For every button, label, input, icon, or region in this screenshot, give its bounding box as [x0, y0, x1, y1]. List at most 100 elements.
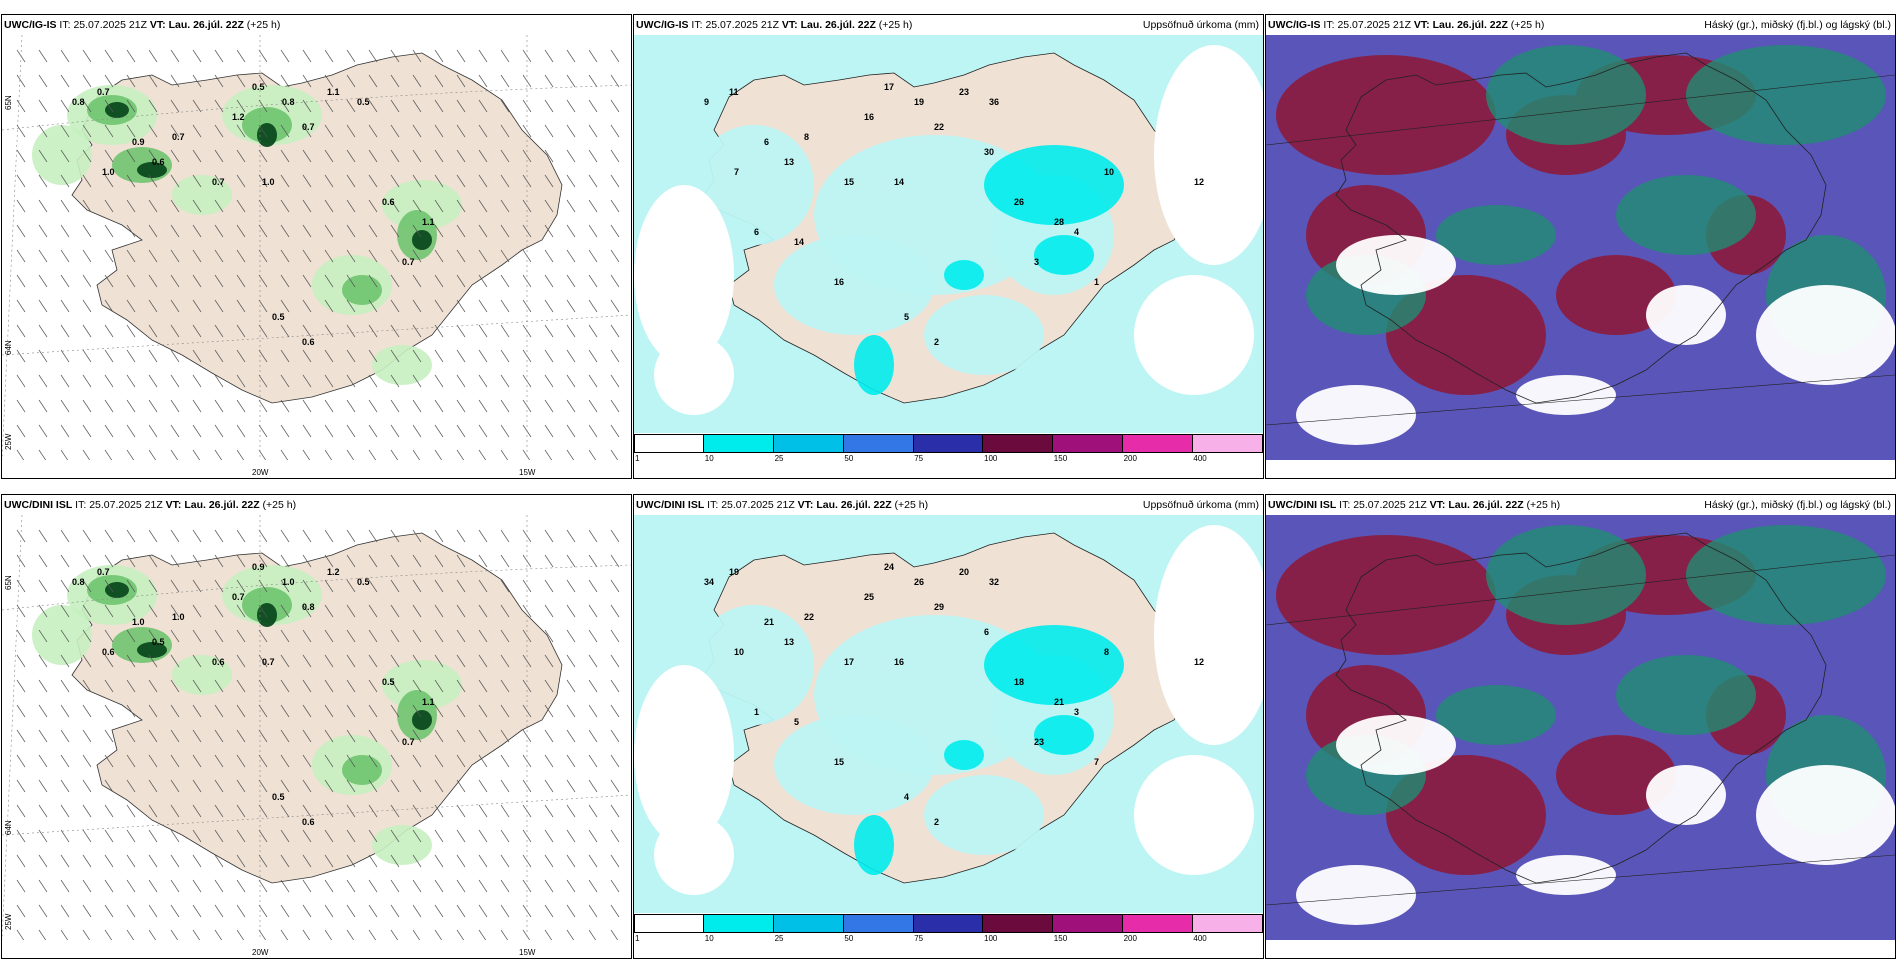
value-label: 26: [1014, 197, 1024, 207]
wind-barb: [258, 99, 268, 113]
wind-barb: [170, 399, 180, 413]
wind-barb: [280, 224, 290, 238]
wind-barb: [38, 604, 48, 618]
wind-barb: [170, 349, 180, 363]
wind-barb: [588, 49, 598, 63]
wind-barb: [368, 829, 378, 843]
wind-barb: [566, 604, 576, 618]
wind-barb: [236, 99, 246, 113]
wind-barb: [346, 679, 356, 693]
cloud-mid: [1686, 525, 1886, 625]
wind-barb: [280, 629, 290, 643]
wind-barb: [500, 449, 509, 460]
wind-barb: [236, 324, 246, 338]
colorbar-swatch: [703, 434, 774, 453]
value-label: 8: [1104, 647, 1109, 657]
grid-line: [1266, 374, 1895, 426]
wind-barb: [60, 324, 70, 338]
wind-barb: [610, 324, 620, 338]
wind-barb: [610, 829, 620, 843]
wind-barb: [566, 654, 576, 668]
wind-barb: [346, 604, 356, 618]
wind-barb: [478, 629, 488, 643]
wind-barb: [346, 274, 356, 288]
wind-barb: [302, 804, 312, 818]
value-label: 26: [914, 577, 924, 587]
wind-barb: [324, 174, 334, 188]
wind-barb: [566, 374, 576, 388]
wind-barb: [566, 779, 576, 793]
wind-barb: [192, 754, 202, 768]
wind-barb: [588, 879, 598, 893]
wind-barb: [346, 579, 356, 593]
wind-barb: [236, 854, 246, 868]
wind-barb: [214, 929, 223, 940]
wind-barb: [390, 754, 400, 768]
wind-barb: [500, 779, 510, 793]
graticule: [2, 515, 631, 940]
wind-barb: [126, 604, 136, 618]
wind-barb: [60, 604, 70, 618]
wind-barb: [170, 529, 180, 543]
wind-barb: [214, 99, 224, 113]
wind-barb: [390, 349, 400, 363]
wind-barb: [434, 804, 444, 818]
wind-barb: [390, 729, 400, 743]
precip-area-light: [172, 175, 232, 215]
lon-label: 15W: [519, 468, 536, 477]
wind-barb: [126, 829, 136, 843]
wind-barb: [302, 529, 312, 543]
wind-barb: [390, 224, 400, 238]
colorbar-swatch: [703, 914, 774, 933]
value-label: 6: [754, 227, 759, 237]
wind-barb: [346, 149, 356, 163]
wind-barb: [610, 49, 620, 63]
wind-barb: [544, 854, 554, 868]
iceland-land: [71, 52, 563, 404]
wind-barb: [236, 654, 246, 668]
wind-barb: [390, 629, 400, 643]
wind-barb: [478, 704, 488, 718]
wind-barb: [346, 349, 356, 363]
wind-barb: [456, 349, 466, 363]
header-it-value: 25.07.2025 21Z: [1353, 499, 1427, 511]
wind-barb: [214, 854, 224, 868]
wind-barb: [456, 424, 466, 438]
wind-barb: [368, 249, 378, 263]
value-label: 0.6: [382, 197, 395, 207]
wind-barb: [500, 424, 510, 438]
wind-barb: [610, 654, 620, 668]
colorbar-swatch: [913, 914, 984, 933]
value-label: 16: [864, 112, 874, 122]
wind-barb: [170, 829, 180, 843]
wind-barb: [214, 554, 224, 568]
wind-barb: [192, 324, 202, 338]
wind-barb: [192, 679, 202, 693]
wind-barb: [280, 729, 290, 743]
wind-barb: [126, 779, 136, 793]
panel-header: UWC/IG-IS IT: 25.07.2025 21Z VT: Lau. 26…: [1268, 19, 1544, 31]
wind-barb: [610, 629, 620, 643]
wind-barb: [346, 249, 356, 263]
wind-barb: [236, 604, 246, 618]
wind-barb: [16, 174, 26, 188]
wind-barb: [346, 399, 356, 413]
wind-barb: [390, 449, 399, 460]
wind-barb: [324, 904, 334, 918]
wind-barb: [60, 349, 70, 363]
colorbar-label: 10: [704, 454, 714, 463]
wind-barb: [610, 554, 620, 568]
wind-barb: [82, 274, 92, 288]
header-it-label: IT:: [691, 19, 703, 31]
wind-barb: [566, 399, 576, 413]
value-label: 16: [834, 277, 844, 287]
precip-area: [774, 235, 934, 335]
wind-barb: [456, 554, 466, 568]
wind-barb: [82, 299, 92, 313]
wind-barb: [170, 449, 179, 460]
header-vt-label: VT:: [1413, 19, 1430, 31]
wind-barb: [478, 854, 488, 868]
wind-barb: [170, 579, 180, 593]
wind-barb: [258, 729, 268, 743]
colorbar-label: 25: [774, 934, 784, 943]
